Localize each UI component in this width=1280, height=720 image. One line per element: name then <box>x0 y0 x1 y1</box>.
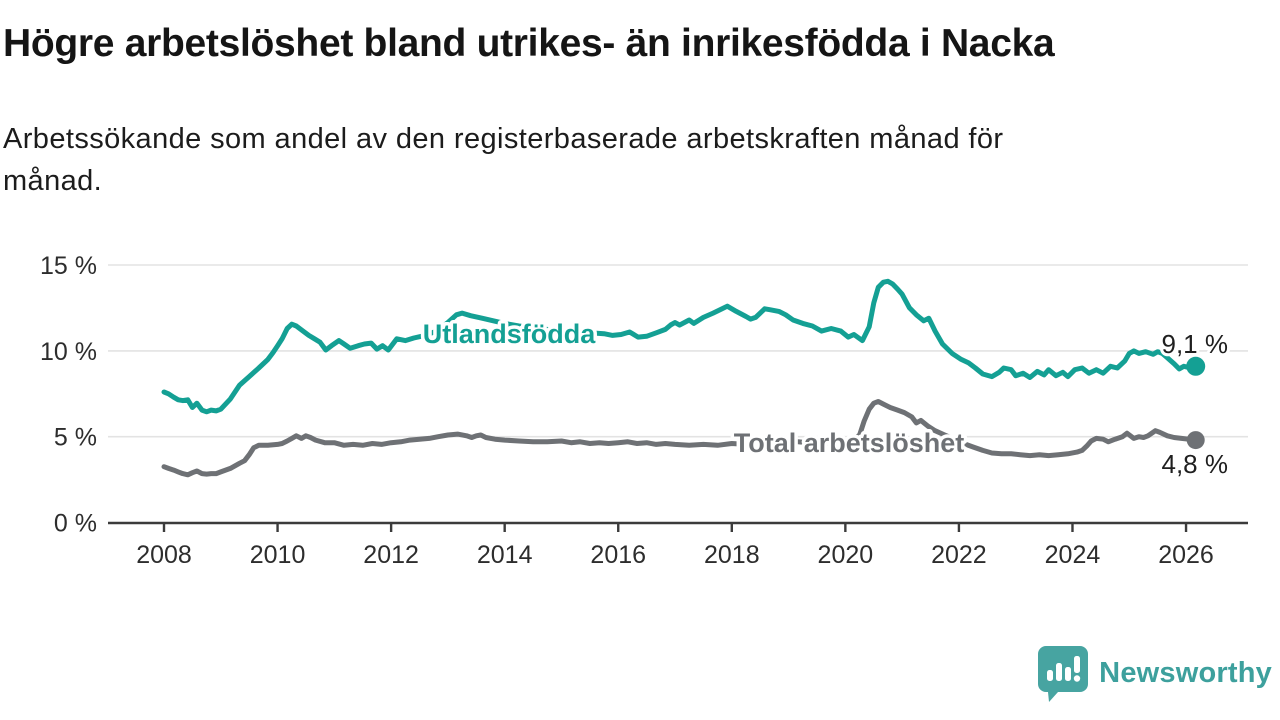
series-line-1 <box>161 399 1199 478</box>
newsworthy-logo-icon <box>1038 646 1089 702</box>
end-dot-0 <box>1186 356 1206 376</box>
x-axis: 2008 2010 2012 2014 2016 2018 2020 2022 2024 2026 <box>108 521 1248 569</box>
series-line-0 <box>161 278 1199 415</box>
x-tick-label-2014: 2014 <box>477 541 533 569</box>
x-tick-label-2026: 2026 <box>1158 541 1214 569</box>
x-tick-label-2024: 2024 <box>1045 541 1101 569</box>
logo-bar-1 <box>1047 670 1054 681</box>
end-value-label-0: 9,1 % <box>1162 329 1229 359</box>
x-tick-label-2020: 2020 <box>818 541 874 569</box>
logo-bar-2 <box>1056 663 1063 681</box>
x-tick-label-2008: 2008 <box>136 541 192 569</box>
x-tick-label-2010: 2010 <box>250 541 306 569</box>
series-label-1: Total arbetslöshet <box>734 428 965 458</box>
end-dot-1 <box>1186 431 1205 450</box>
series-label-0: Utlandsfödda <box>423 319 596 349</box>
x-tick-label-2022: 2022 <box>931 541 987 569</box>
series-lines <box>161 278 1199 478</box>
newsworthy-logo-text: Newsworthy <box>1099 656 1272 689</box>
y-tick-label-15: 15 % <box>40 252 97 280</box>
series-labels: Utlandsfödda Total arbetslöshet 9,1 % 4,8 % <box>419 316 1231 483</box>
logo-exclamation-bar <box>1074 656 1081 673</box>
end-value-label-1: 4,8 % <box>1162 449 1229 479</box>
x-tick-label-2018: 2018 <box>704 541 760 569</box>
logo-bubble <box>1038 646 1089 702</box>
newsworthy-logo: Newsworthy <box>1036 644 1272 702</box>
series-end-dots <box>1186 356 1206 450</box>
logo-bar-3 <box>1065 667 1072 681</box>
logo-exclamation-dot <box>1073 675 1081 682</box>
x-tick-label-2016: 2016 <box>590 541 646 569</box>
gridlines: 0 % 5 % 10 % 15 % <box>40 252 1248 538</box>
chart-subtitle: Arbetssökande som andel av den registerb… <box>3 123 1004 198</box>
y-tick-label-5: 5 % <box>54 424 97 452</box>
y-tick-label-0: 0 % <box>54 510 97 538</box>
y-tick-label-10: 10 % <box>40 338 97 366</box>
chart-title: Högre arbetslöshet bland utrikes- än inr… <box>3 22 1055 65</box>
x-tick-label-2012: 2012 <box>363 541 419 569</box>
